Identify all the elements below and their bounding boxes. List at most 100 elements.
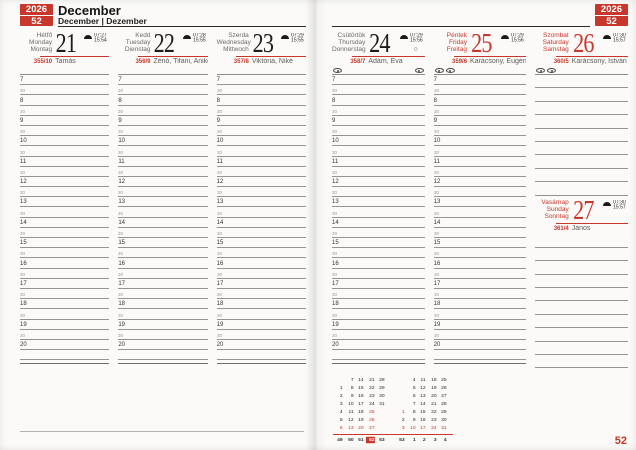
half-hour-row: 30 xyxy=(433,207,527,218)
day-subrow: 356/9 Zénó, Tifani, Anikó xyxy=(118,58,207,68)
half-hour-label: 30 xyxy=(332,211,338,216)
mini-calendar-date: 23 xyxy=(368,393,375,399)
year-week-box: 2026 52 xyxy=(595,4,628,27)
hour-label: 19 xyxy=(332,321,339,328)
namedays: Ádám, Éva xyxy=(368,58,403,65)
half-hour-label: 30 xyxy=(20,170,26,176)
half-hour-label: 30 xyxy=(433,109,439,115)
mini-calendar-date: 10 xyxy=(409,425,416,431)
half-hour-row: 30 xyxy=(20,187,110,198)
mini-calendar-date: 31 xyxy=(441,425,447,431)
half-hour-label: 30 xyxy=(433,231,439,237)
mini-calendar-date: 17 xyxy=(358,401,364,407)
mini-calendar-date: 6 xyxy=(412,393,416,399)
mini-calendar-row: 3 10 17 24 31 7 14 21 28 xyxy=(333,400,453,408)
day-number: 25 xyxy=(471,28,492,58)
hour-row: 9 xyxy=(118,116,208,126)
hour-label: 11 xyxy=(216,158,223,165)
half-hour-row: 30 xyxy=(20,248,110,259)
day-subrow: 358/7 Ádám, Éva xyxy=(332,58,425,68)
sunrise-time: 07:28 xyxy=(192,33,206,39)
grid-top-line xyxy=(332,68,425,75)
half-hour-label: 30 xyxy=(20,292,26,298)
weekday-label: Tuesday xyxy=(125,39,151,46)
ruled-line xyxy=(535,102,629,116)
hour-label: 10 xyxy=(433,138,441,145)
day-column: Csütörtök Thursday Donnerstag 24 07:29 15:56 ○… xyxy=(332,29,425,368)
day-header: Szerda Wednesday Mittwoch 23 07:29 15:55 xyxy=(217,30,306,57)
sun-block: 07:28 15:55 xyxy=(178,30,207,56)
half-hour-row: 30 xyxy=(216,248,306,259)
hour-label: 18 xyxy=(20,301,27,308)
weekday-label: Thursday xyxy=(338,39,366,46)
half-hour-label: 30 xyxy=(118,89,124,94)
day-header: Péntek Friday Freitag 25 07:29 15:56 xyxy=(434,28,527,58)
mini-calendar-month: 7 14 21 28 xyxy=(333,376,386,384)
namedays: János xyxy=(571,224,591,232)
hour-row: 7 xyxy=(20,75,110,86)
hour-label: 16 xyxy=(216,260,224,267)
half-hour-label: 30 xyxy=(118,170,124,176)
mini-calendar-row: 7 14 21 28 4 11 18 25 xyxy=(333,376,453,384)
half-hour-row: 30 xyxy=(20,167,110,177)
half-hour-label: 30 xyxy=(433,129,439,135)
ruled-line xyxy=(535,248,629,262)
hour-label: 11 xyxy=(118,158,125,165)
hour-row: 19 xyxy=(118,320,208,330)
ruled-line xyxy=(535,182,629,196)
hour-row: 9 xyxy=(332,116,425,126)
mini-calendar-month: 4 11 18 25 xyxy=(395,376,448,384)
weekday-label: Montag xyxy=(30,46,53,53)
day-of-year: 360/5 xyxy=(553,59,569,65)
weekday-label: Mittwoch xyxy=(223,46,249,53)
year-label: 2026 xyxy=(600,4,623,15)
sunrise-time: 07:30 xyxy=(613,199,626,205)
mini-calendar-date: 22 xyxy=(430,409,437,415)
mini-calendar-month: 1 8 15 22 29 xyxy=(333,384,386,392)
half-hour-label: 30 xyxy=(20,191,26,196)
mini-calendar-date: 1 xyxy=(401,409,405,415)
ruled-line xyxy=(535,235,629,248)
right-day-columns: Csütörtök Thursday Donnerstag 24 07:29 15:56 ○… xyxy=(332,28,629,369)
day-number: 22 xyxy=(154,28,175,58)
half-hour-label: 30 xyxy=(332,313,338,318)
hour-label: 18 xyxy=(216,301,224,308)
hour-row: 12 xyxy=(216,177,306,188)
sun-block: 07:27 15:54 xyxy=(80,30,109,56)
half-hour-label: 30 xyxy=(118,129,124,135)
hour-row: 14 xyxy=(433,218,527,228)
week-number-label: 52 xyxy=(20,15,53,27)
mini-calendar-date: 21 xyxy=(368,377,375,383)
half-hour-row: 30 xyxy=(118,269,208,279)
ruled-lines xyxy=(535,235,629,369)
hour-label: 7 xyxy=(332,77,336,84)
half-hour-label: 30 xyxy=(216,109,222,115)
hour-row: 16 xyxy=(118,258,208,269)
hour-label: 8 xyxy=(20,97,24,104)
mini-calendar-date: 20 xyxy=(430,393,437,399)
half-hour-label: 30 xyxy=(332,191,338,196)
half-hour-label: 30 xyxy=(216,89,222,94)
half-hour-row: 30 xyxy=(20,85,110,96)
half-hour-label: 30 xyxy=(20,313,26,318)
day-header: Szombat Saturday Samstag 26 07:30 15:57 xyxy=(535,30,628,57)
half-hour-row: 30 xyxy=(216,126,306,137)
half-hour-row: 30 xyxy=(332,228,425,238)
sun-times: 07:29 15:55 xyxy=(291,33,304,53)
half-hour-label: 30 xyxy=(216,333,222,339)
mini-calendar-month: 5 12 19 26 xyxy=(395,384,448,392)
half-hour-label: 30 xyxy=(216,272,222,278)
ruled-line xyxy=(216,350,306,361)
half-hour-row: 30 xyxy=(332,207,425,218)
half-hour-label: 30 xyxy=(216,170,222,176)
hour-row: 16 xyxy=(216,258,306,269)
half-hour-label: 30 xyxy=(433,252,439,257)
hour-label: 14 xyxy=(216,219,224,226)
day-number: 27 xyxy=(572,194,594,225)
half-hour-row: 30 xyxy=(118,146,208,157)
hour-row: 8 xyxy=(433,95,527,106)
mini-calendar-date xyxy=(396,401,405,408)
hour-row: 14 xyxy=(332,218,425,228)
mini-calendar-date: 2 xyxy=(401,417,405,423)
hour-label: 9 xyxy=(216,117,220,124)
